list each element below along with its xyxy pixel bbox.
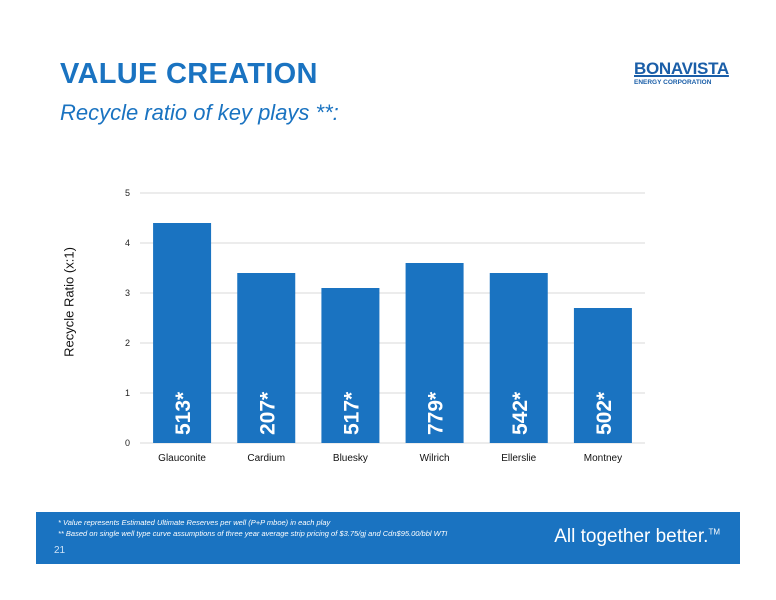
bar-data-label: 502*: [593, 391, 616, 435]
bar: [237, 273, 296, 443]
tagline-text: All together better.: [554, 526, 709, 547]
x-tick-label: Wilrich: [420, 453, 450, 464]
bar: [405, 263, 464, 443]
bar: [153, 223, 212, 443]
trademark-mark: TM: [708, 527, 720, 537]
x-tick-label: Ellerslie: [501, 453, 536, 464]
x-tick-label: Cardium: [247, 453, 285, 464]
y-tick-label: 2: [125, 338, 130, 348]
y-tick-label: 4: [125, 238, 130, 248]
footnote-1: * Value represents Estimated Ultimate Re…: [58, 518, 331, 527]
page-subtitle: Recycle ratio of key plays **:: [60, 100, 339, 125]
bar: [321, 288, 380, 443]
y-tick-label: 5: [125, 188, 130, 198]
bar-data-label: 542*: [509, 391, 532, 435]
footnote-2: ** Based on single well type curve assum…: [58, 529, 448, 538]
logo-name: BONAVISTA: [634, 59, 729, 78]
y-tick-label: 0: [125, 438, 130, 448]
x-tick-label: Bluesky: [333, 453, 368, 464]
bar: [573, 308, 632, 443]
logo-tagline: ENERGY CORPORATION: [634, 79, 712, 86]
page-number: 21: [54, 545, 66, 556]
x-tick-label: Montney: [584, 453, 622, 464]
footer-tagline: All together better.TM: [554, 526, 720, 548]
company-logo: BONAVISTA ENERGY CORPORATION: [634, 59, 729, 86]
bar-data-label: 207*: [256, 391, 279, 435]
page-title: VALUE CREATION: [60, 58, 318, 90]
y-tick-label: 3: [125, 288, 130, 298]
bar-data-label: 513*: [172, 391, 195, 435]
bar: [489, 273, 548, 443]
footer-bar: * Value represents Estimated Ultimate Re…: [36, 512, 740, 564]
x-tick-label: Glauconite: [158, 453, 206, 464]
y-tick-label: 1: [125, 388, 130, 398]
bar-data-label: 779*: [425, 391, 448, 435]
bar-data-label: 517*: [340, 391, 363, 435]
